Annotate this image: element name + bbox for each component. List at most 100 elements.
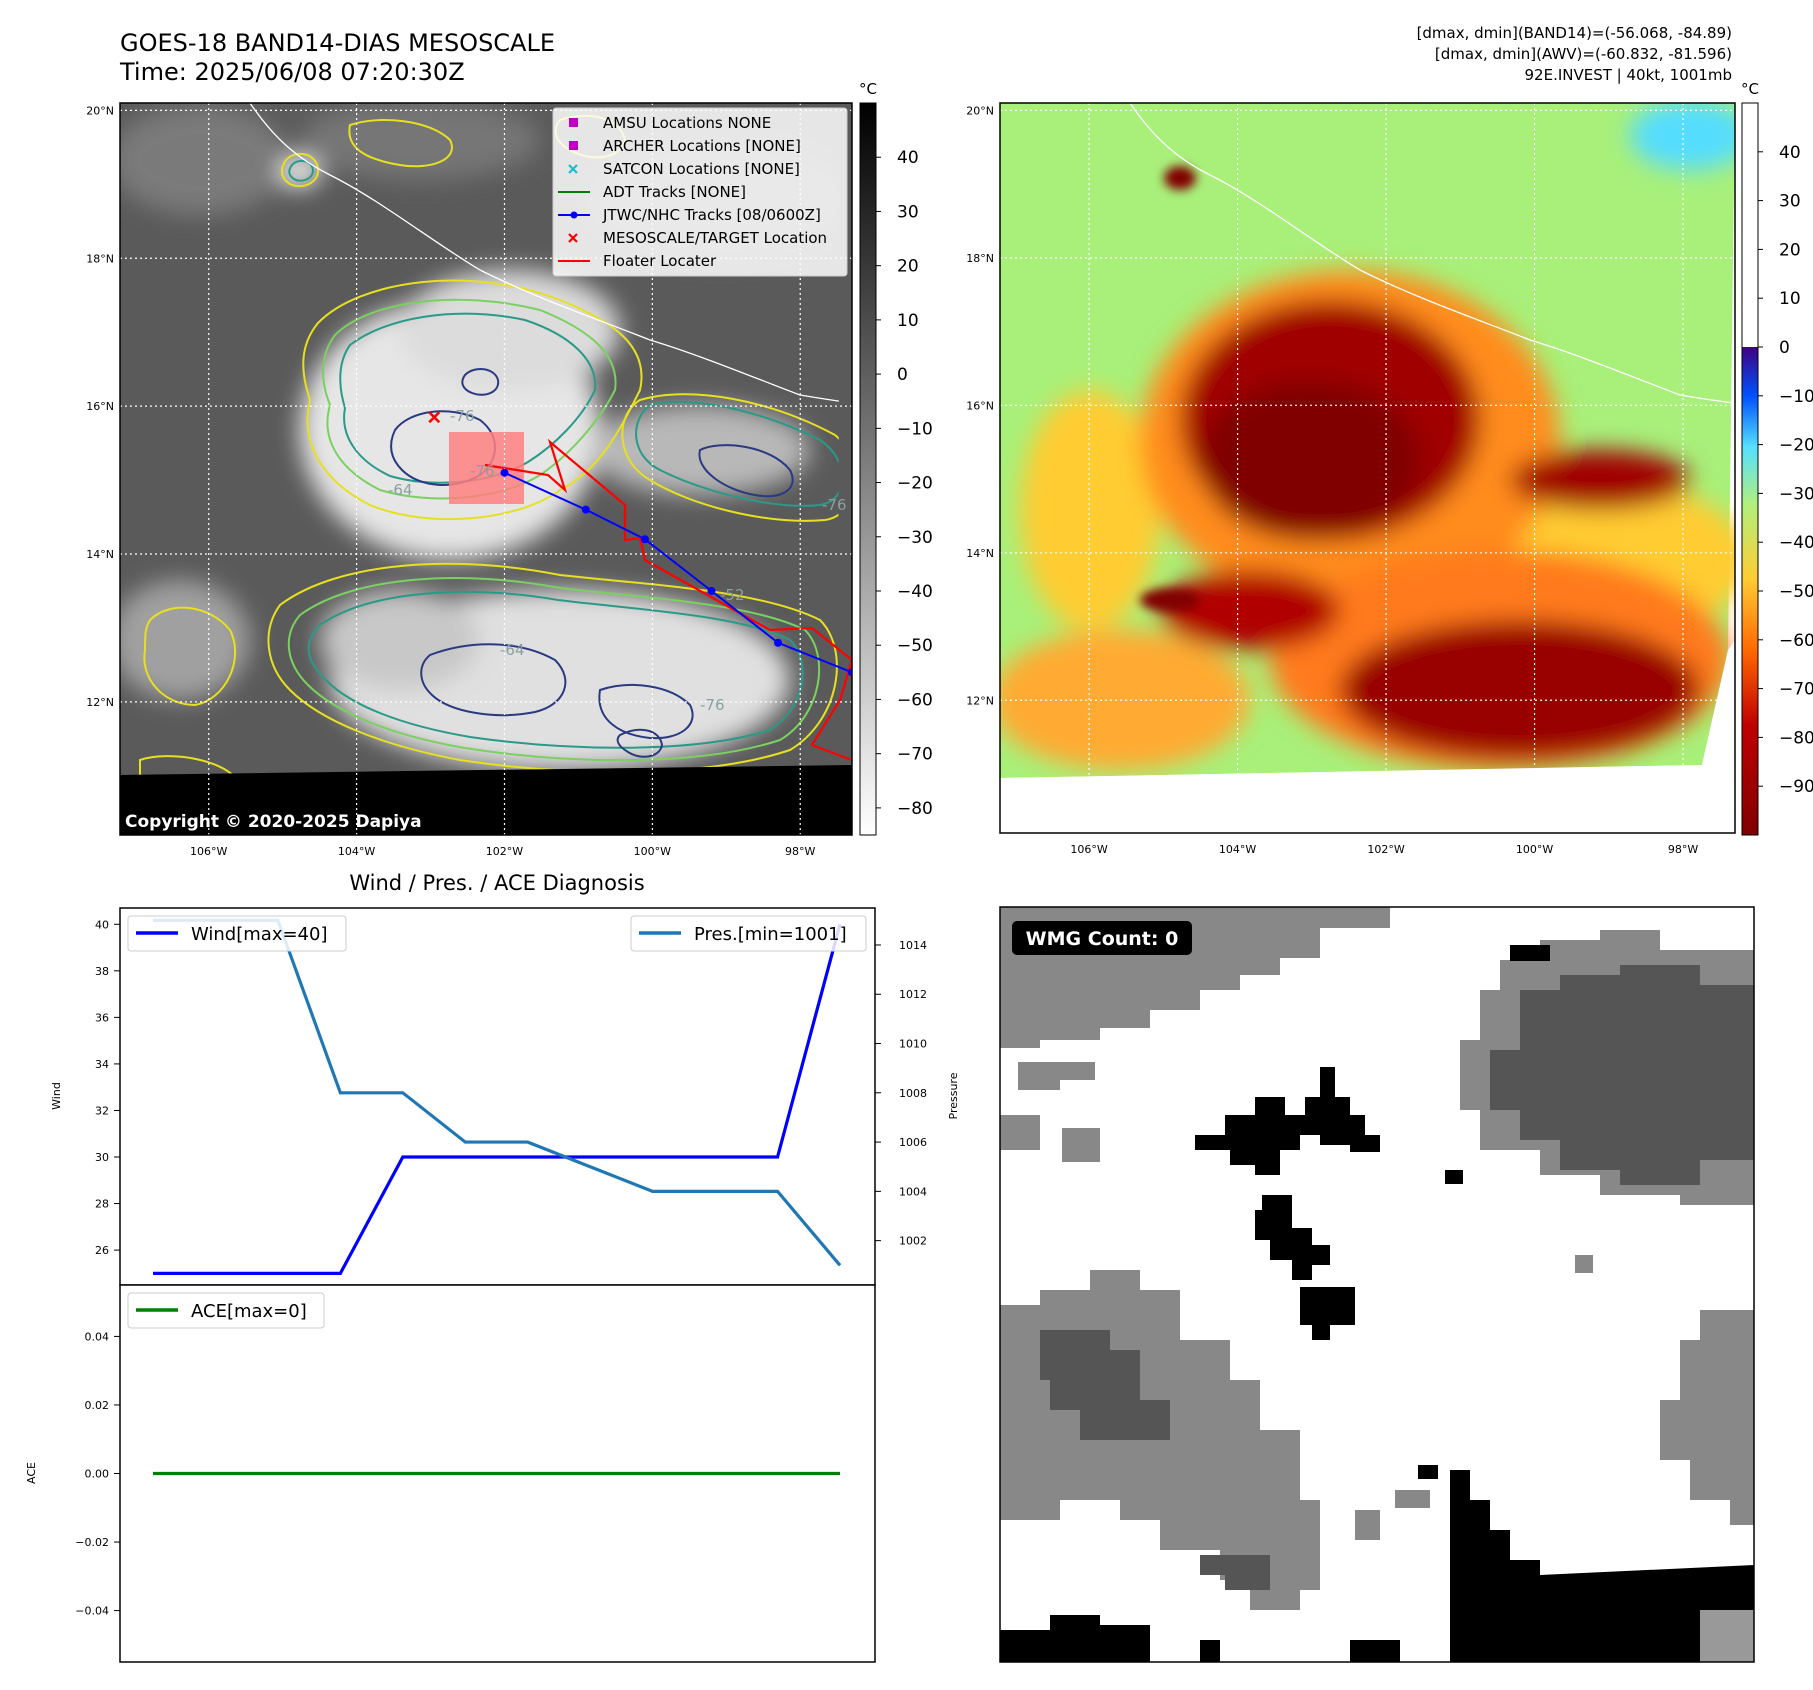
legend-square-marker	[569, 118, 578, 127]
band14-colorbar-tick-label: 0	[897, 365, 908, 385]
contour-label: -76	[822, 496, 847, 514]
ace-legend-box	[127, 1292, 325, 1329]
wind-tick-label: 28	[95, 1198, 109, 1211]
right-map-lat-label: 12°N	[966, 694, 994, 707]
band14-colorbar: °C 40 30 20 10 0 −10 −20 −30 −40 −50 −60 −70 −80	[859, 80, 933, 836]
jtwc-nhc-track-point	[581, 505, 590, 514]
awv-colorbar-tick-label: −60	[1779, 631, 1813, 651]
awv-colorbar-tick-label: 40	[1779, 143, 1801, 163]
wmg-panel	[1000, 907, 1754, 1662]
left-map-lon-label: 104°W	[338, 845, 375, 858]
contour-label: -64	[500, 641, 525, 659]
wind-tick-label: 38	[95, 965, 109, 978]
awv-colorbar-tick-label: −90	[1779, 777, 1813, 797]
wind-tick-label: 34	[95, 1058, 109, 1071]
diagnosis-title: Wind / Pres. / ACE Diagnosis	[349, 871, 644, 895]
pressure-tick-label: 1012	[899, 988, 927, 1001]
ace-tick-label: 0.00	[85, 1468, 110, 1481]
legend-label: MESOSCALE/TARGET Location	[603, 229, 827, 247]
ace-tick-label: −0.04	[75, 1605, 109, 1618]
jtwc-nhc-track-point	[774, 638, 783, 647]
left-map-axes: 20°N 18°N 16°N 14°N 12°N 106°W 104°W 102°W 100°W…	[86, 104, 815, 858]
pressure-legend-label: Pres.[min=1001]	[694, 924, 847, 945]
pressure-tick-label: 1004	[899, 1185, 927, 1198]
awv-colorbar-tick-label: −80	[1779, 728, 1813, 748]
left-map-lat-label: 16°N	[86, 400, 114, 413]
pressure-legend: Pres.[min=1001]	[630, 915, 867, 952]
awv-colorbar-tick-label: 20	[1779, 240, 1801, 260]
wind-pressure-axes	[119, 907, 876, 1286]
legend-x-marker	[568, 233, 578, 243]
awv-cloud-imagery	[1000, 103, 1735, 770]
pressure-tick-label: 1014	[899, 939, 927, 952]
legend-item: Floater Locater	[558, 252, 717, 270]
ace-tick-label: 0.02	[85, 1399, 110, 1412]
nodata-region	[120, 765, 852, 835]
storm-info-text: 92E.INVEST | 40kt, 1001mb	[1525, 66, 1733, 84]
awv-colorbar-tick-label: −20	[1779, 436, 1813, 456]
left-map-lon-label: 100°W	[634, 845, 671, 858]
band14-colorbar-tick-label: −50	[897, 636, 933, 656]
contour-label: -76	[700, 696, 725, 714]
pressure-tick-label: 1008	[899, 1087, 927, 1100]
wmg-count-badge: WMG Count: 0	[1012, 921, 1192, 955]
ace-legend: ACE[max=0]	[127, 1292, 325, 1329]
awv-colorbar-tick-label: 10	[1779, 289, 1801, 309]
legend-label: AMSU Locations NONE	[603, 114, 771, 132]
awv-colorbar: °C 40 30 20 10 0 −10 −20 −30 −40 −50 −60 −70 −80 −90	[1741, 80, 1813, 836]
left-map-lon-label: 98°W	[785, 845, 815, 858]
map-legend-box	[552, 107, 848, 277]
awv-colorbar-tick-label: 30	[1779, 192, 1801, 212]
band14-colorbar-tick-label: 10	[897, 311, 919, 331]
left-map-lat-label: 20°N	[86, 104, 114, 117]
awv-ir-map	[1000, 103, 1735, 833]
band14-colorbar-tick-label: −30	[897, 528, 933, 548]
right-map-lat-label: 20°N	[966, 104, 994, 117]
right-map-lon-label: 102°W	[1367, 843, 1404, 856]
dmax-awv-text: [dmax, dmin](AWV)=(-60.832, -81.596)	[1435, 45, 1732, 63]
awv-colorbar-unit: °C	[1741, 80, 1759, 98]
wind-legend-label: Wind[max=40]	[191, 924, 328, 945]
right-map-lon-label: 100°W	[1516, 843, 1553, 856]
contour-label: -76	[470, 462, 495, 480]
band14-colorbar-tick-label: −60	[897, 690, 933, 710]
left-map-lat-label: 18°N	[86, 252, 114, 265]
pressure-tick-label: 1010	[899, 1038, 927, 1051]
figure-time: Time: 2025/06/08 07:20:30Z	[119, 58, 465, 86]
left-map-frame	[119, 102, 853, 836]
legend-item: JTWC/NHC Tracks [08/0600Z]	[558, 206, 821, 224]
right-map-lat-label: 18°N	[966, 252, 994, 265]
band14-colorbar-tick-label: 20	[897, 257, 919, 277]
wmg-count-badge-bg	[1012, 921, 1192, 955]
jtwc-nhc-track-point	[640, 535, 649, 544]
awv-colorbar-tick-label: −30	[1779, 484, 1813, 504]
jtwc-nhc-track-point	[848, 668, 852, 677]
floater-locater-track	[484, 438, 852, 762]
pressure-tick-label: 1002	[899, 1235, 927, 1248]
left-map-lon-label: 102°W	[486, 845, 523, 858]
ace-tick-label: 0.04	[85, 1330, 110, 1343]
wind-tick-label: 36	[95, 1011, 109, 1024]
right-map-lat-label: 16°N	[966, 399, 994, 412]
wind-pressure-plot: 26 28 30 32 34 36 38 40 1002 1004 1006 1008 1010 1012…	[95, 918, 927, 1275]
awv-colorbar-tick-label: −40	[1779, 533, 1813, 553]
jtwc-nhc-track-line	[504, 471, 852, 674]
awv-colorbar-tick-label: −70	[1779, 680, 1813, 700]
band14-colorbar-tick-label: 40	[897, 148, 919, 168]
wind-series-line	[153, 923, 842, 1275]
contour-label: -76	[450, 407, 475, 425]
wind-tick-label: 30	[95, 1151, 109, 1164]
legend-label: JTWC/NHC Tracks [08/0600Z]	[602, 206, 821, 224]
wind-tick-label: 26	[95, 1244, 109, 1257]
legend-x-marker	[568, 164, 578, 174]
ace-legend-label: ACE[max=0]	[191, 1301, 307, 1322]
wmg-count-label: WMG Count: 0	[1026, 928, 1179, 950]
band14-colorbar-tick-label: −40	[897, 582, 933, 602]
ace-tick-label: −0.02	[75, 1536, 109, 1549]
band14-colorbar-tick-label: −10	[897, 419, 933, 439]
legend-dot-marker	[570, 211, 578, 219]
jtwc-nhc-track-point	[500, 468, 509, 477]
legend-label: SATCON Locations [NONE]	[603, 160, 800, 178]
coastline	[1129, 103, 1735, 404]
ace-axis-label: ACE	[25, 1462, 38, 1484]
